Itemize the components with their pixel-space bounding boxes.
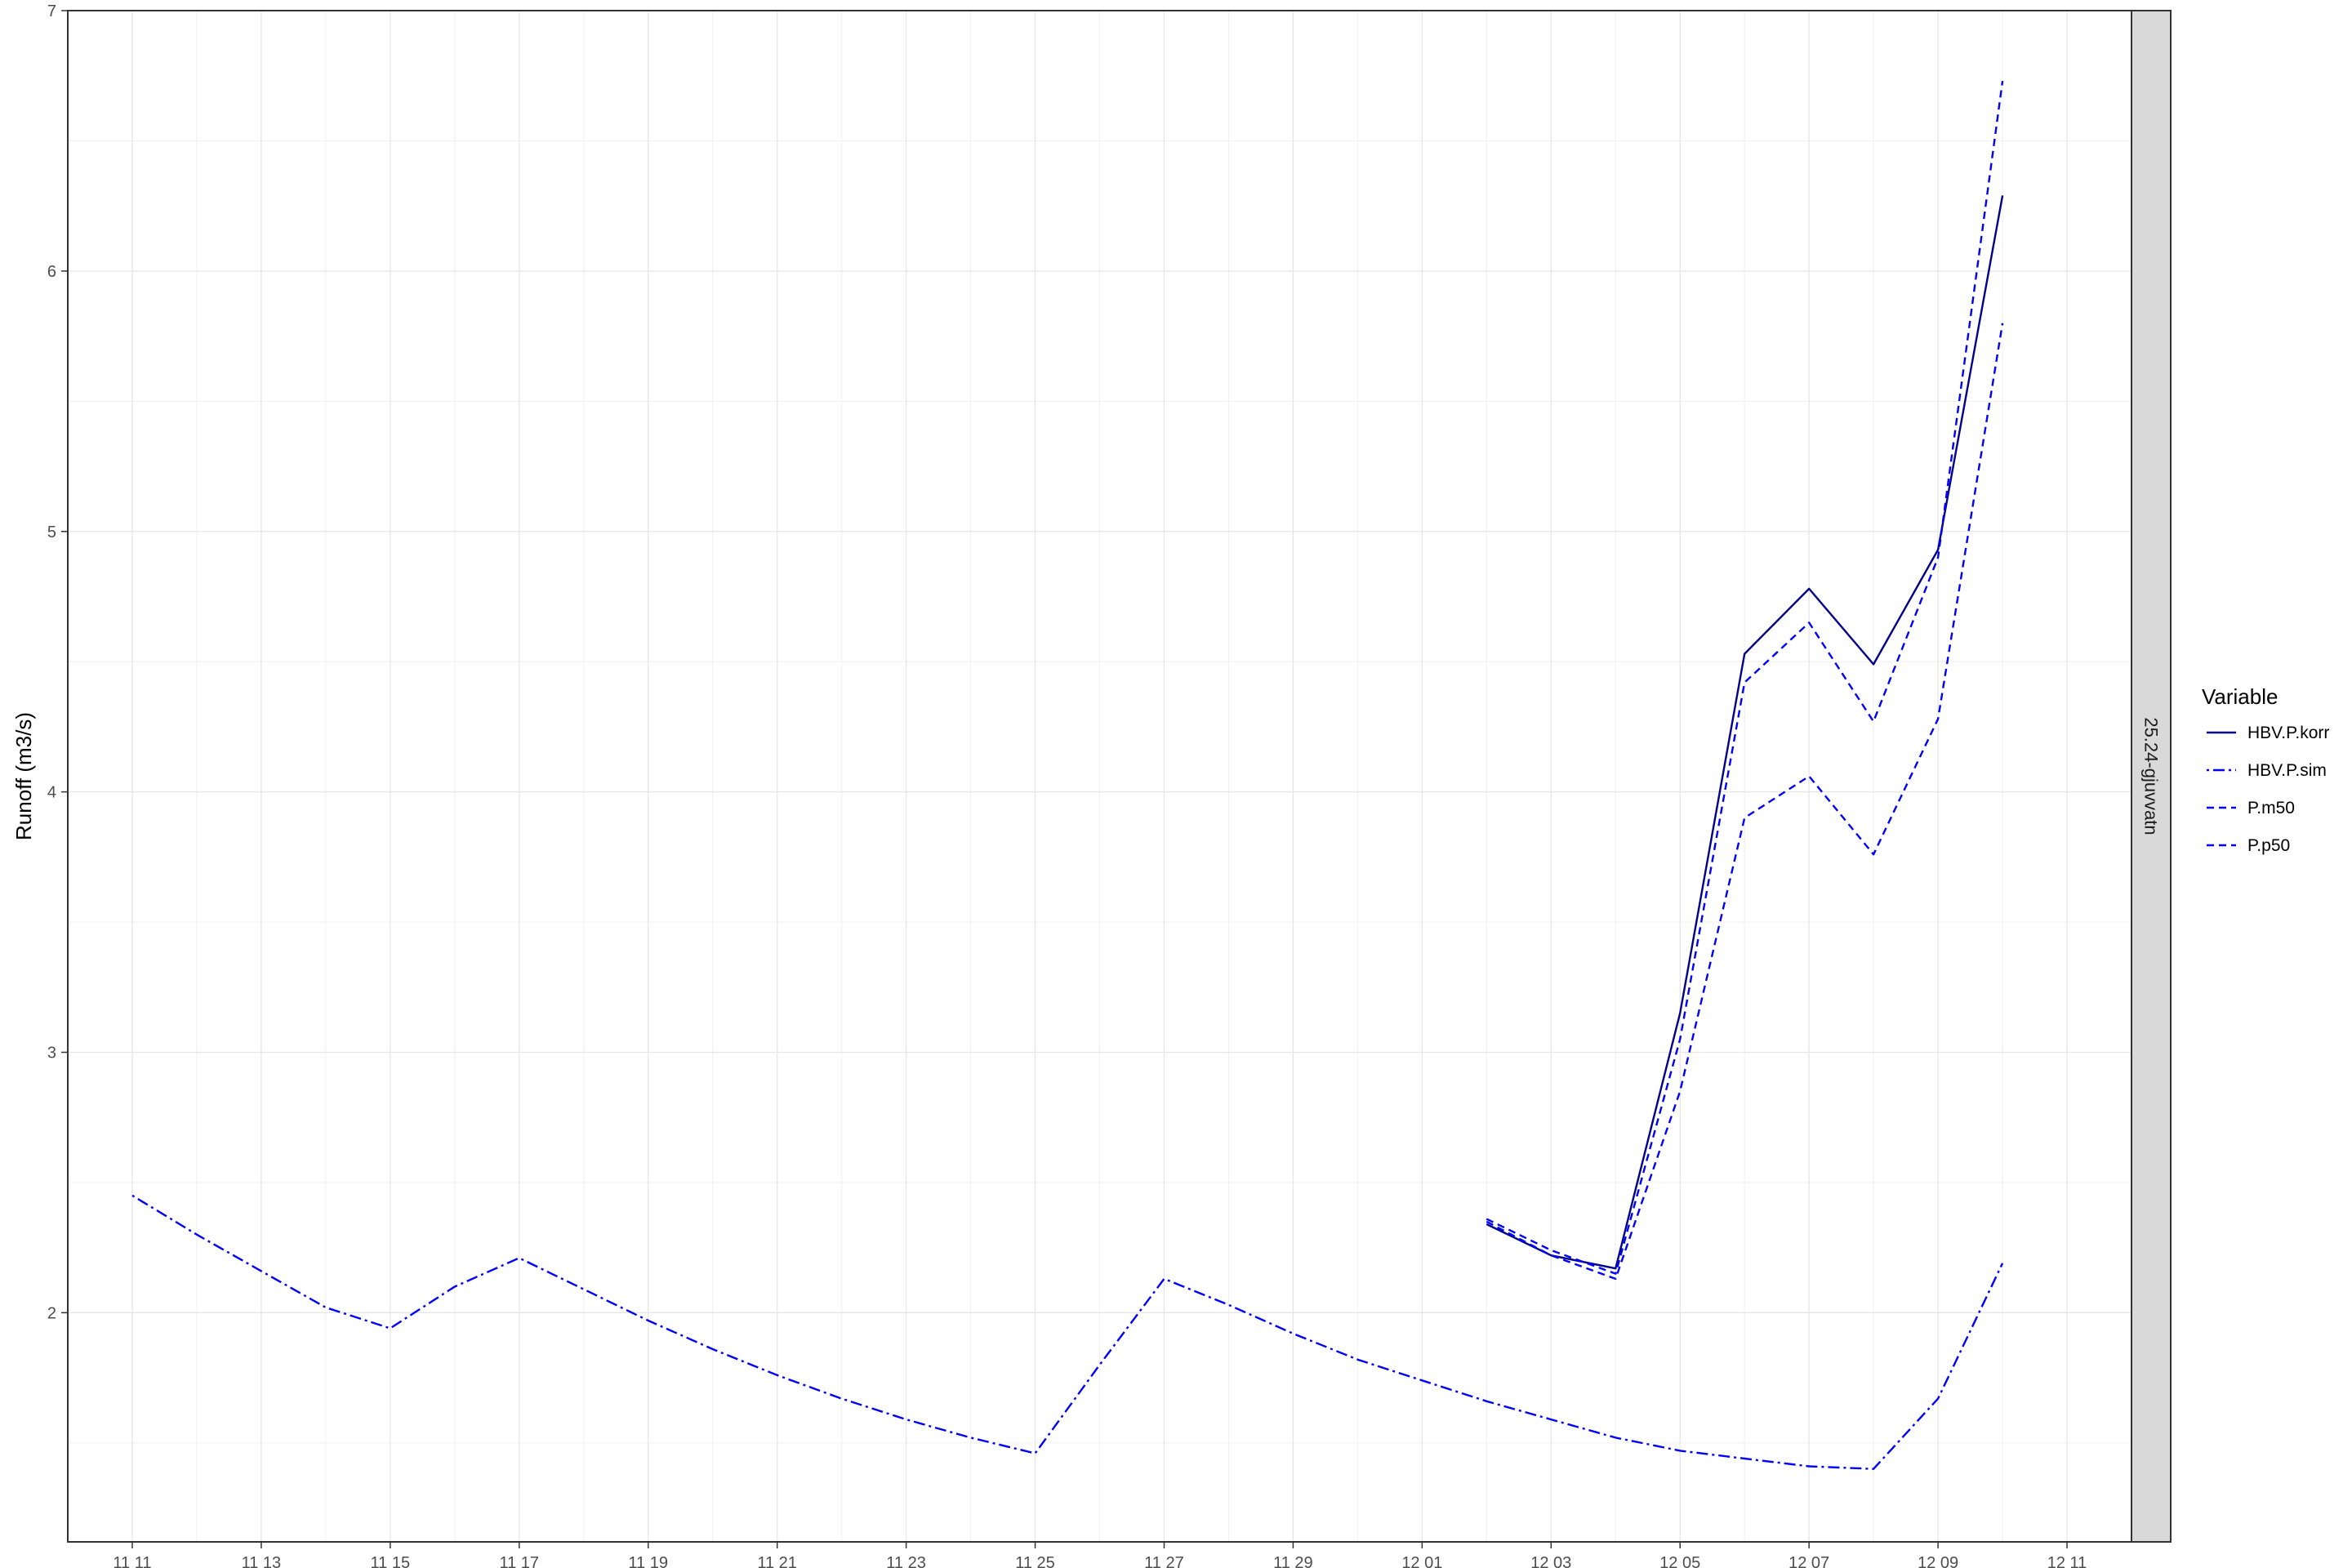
x-tick-label: 12 05: [1659, 1554, 1700, 1568]
series-layer: [131, 80, 2004, 1470]
y-tick-label: 2: [47, 1304, 56, 1322]
x-axis: 11 11 11 13 11 15 11 17 11 19 11 21 11 23 11 25…: [113, 1542, 2087, 1568]
series-line-hbv-p-korr: [1486, 195, 2004, 1270]
x-tick-label: 11 27: [1144, 1554, 1184, 1568]
x-tick-label: 11 17: [499, 1554, 539, 1568]
minor-gridlines: [67, 11, 2132, 1542]
y-tick-label: 6: [47, 263, 56, 281]
legend-label: HBV.P.sim: [2247, 761, 2327, 780]
x-tick-label: 11 15: [371, 1554, 411, 1568]
legend-items: HBV.P.korr HBV.P.sim P.m50 P.p50: [2207, 724, 2329, 855]
x-tick-label: 11 13: [242, 1554, 282, 1568]
x-tick-label: 11 19: [628, 1554, 668, 1568]
x-tick-label: 12 03: [1530, 1554, 1571, 1568]
facet-strip-background: [2131, 10, 2172, 1543]
legend-item-hbv-p-sim: HBV.P.sim: [2207, 761, 2327, 780]
legend-label: HBV.P.korr: [2247, 724, 2329, 742]
legend-label: P.p50: [2247, 836, 2290, 855]
legend-label: P.m50: [2247, 799, 2295, 817]
x-tick-label: 11 29: [1273, 1554, 1313, 1568]
y-tick-label: 7: [47, 2, 56, 20]
x-tick-label: 12 01: [1401, 1554, 1442, 1568]
series-line-hbv-p-sim: [131, 1194, 2004, 1470]
x-tick-label: 11 11: [113, 1554, 151, 1568]
series-line-p-m50: [1486, 323, 2004, 1281]
y-axis: 2 3 4 5 6 7: [47, 2, 68, 1322]
legend-item-p-p50: P.p50: [2207, 836, 2290, 855]
legend-title: Variable: [2202, 684, 2278, 709]
x-tick-label: 11 25: [1015, 1554, 1055, 1568]
y-axis-title: Runoff (m3/s): [11, 712, 36, 840]
y-tick-label: 3: [47, 1045, 56, 1062]
legend-item-hbv-p-korr: HBV.P.korr: [2207, 724, 2329, 742]
x-tick-label: 12 07: [1788, 1554, 1829, 1568]
legend: Variable HBV.P.korr HBV.P.sim P.m50 P.p50: [2202, 684, 2329, 855]
x-tick-label: 11 21: [757, 1554, 797, 1568]
x-tick-label: 12 11: [2047, 1554, 2087, 1568]
legend-item-p-m50: P.m50: [2207, 799, 2295, 817]
y-tick-label: 4: [47, 784, 56, 802]
x-tick-label: 11 23: [886, 1554, 926, 1568]
facet-strip: 25.24-gjuvvatn: [2131, 10, 2172, 1543]
x-tick-label: 12 09: [1918, 1554, 1958, 1568]
y-tick-label: 5: [47, 523, 56, 541]
series-line-p-p50: [1486, 80, 2004, 1275]
facet-strip-label: 25.24-gjuvvatn: [2141, 717, 2162, 835]
